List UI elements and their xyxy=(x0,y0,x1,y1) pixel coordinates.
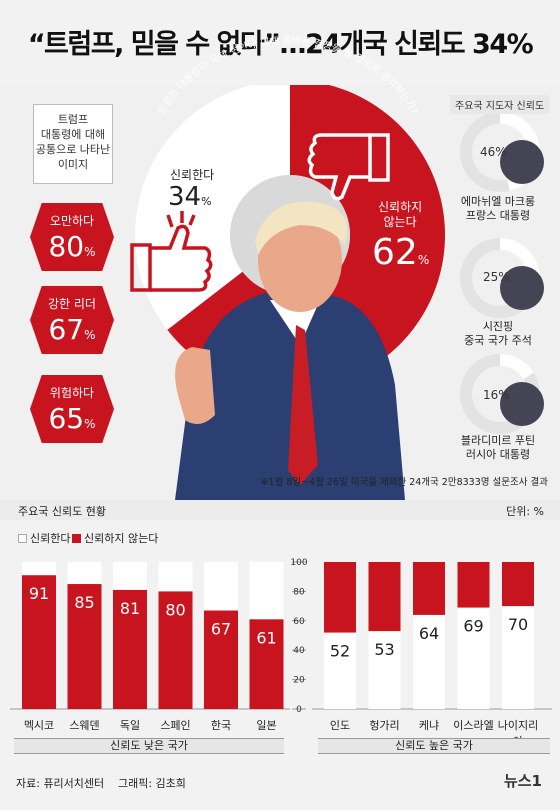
thumbs-up-icon xyxy=(130,211,213,292)
bar-distrust xyxy=(204,610,238,709)
trust-value: 34% xyxy=(168,182,212,212)
leader-label-macron: 에마뉘엘 마크롱 프랑스 대통령 xyxy=(460,195,536,222)
leader-label-xi: 시진핑 중국 국가 주석 xyxy=(464,320,532,347)
y-tick-label: 80 xyxy=(293,587,305,597)
category-label: 인도 xyxy=(329,719,351,732)
graphic-credit: 그래픽: 김초희 xyxy=(118,777,186,790)
leader-label-putin: 블라디미르 푸틴 러시아 대통령 xyxy=(460,434,536,461)
image-item-arrogant: 오만하다 80% xyxy=(30,203,114,271)
bar-distrust xyxy=(413,562,445,615)
leader-rings xyxy=(460,112,544,434)
bar-value-label: 70 xyxy=(508,615,528,634)
y-tick-label: 40 xyxy=(293,646,305,656)
bar-distrust xyxy=(67,584,102,709)
news1-logo: 뉴스1 xyxy=(503,772,542,790)
bar-value-label: 81 xyxy=(120,599,140,618)
distrust-value: 62% xyxy=(372,232,430,273)
bar-distrust xyxy=(249,619,284,709)
image-heading: 트럼프 대통령에 대해 공통으로 나타난 이미지 xyxy=(33,104,113,184)
bar-value-label: 53 xyxy=(374,640,394,659)
survey-note: ※1월 8일~4월 26일 미국을 제외한 24개국 2만8333명 설문조사 … xyxy=(260,477,548,488)
leader-photo-icon xyxy=(500,382,544,426)
bar-distrust xyxy=(457,562,490,608)
source-text: 자료: 퓨리서치센터 xyxy=(16,777,105,790)
page-title: “트럼프, 믿을 수 없다”…24개국 신뢰도 34% xyxy=(27,29,534,60)
image-item-strong-leader: 강한 리더 67% xyxy=(30,286,114,354)
unit-label: 단위: % xyxy=(506,505,544,518)
category-label: 멕시코 xyxy=(23,719,55,732)
bar-value-label: 61 xyxy=(256,628,276,647)
category-label: 헝가리 xyxy=(369,719,400,732)
y-tick-label: 20 xyxy=(293,676,305,686)
group-low-trust: 신뢰도 낮은 국가 xyxy=(14,738,284,754)
category-label: 독일 xyxy=(119,719,141,732)
bar-distrust xyxy=(158,591,193,709)
leader-photo-icon xyxy=(500,140,544,184)
bar-value-label: 80 xyxy=(165,600,185,619)
bar-value-label: 69 xyxy=(463,617,483,636)
leader-ring-value xyxy=(500,354,534,379)
y-tick-label: 0 xyxy=(296,705,302,715)
leader-value-putin: 16% xyxy=(483,388,510,402)
bar-distrust xyxy=(324,562,356,633)
bar-value-label: 52 xyxy=(330,642,350,661)
bar-chart: 0 20 40 60 80 100 91 85 81 80 67 61 52 53 64 69 70 xyxy=(10,558,552,715)
category-label: 스웨덴 xyxy=(69,719,100,732)
distrust-label: 신뢰하지 않는다 xyxy=(378,200,423,229)
bar-distrust xyxy=(113,589,147,709)
bottom-header xyxy=(0,500,560,520)
image-item-dangerous: 위험하다 65% xyxy=(30,375,114,443)
bar-value-label: 85 xyxy=(74,593,94,612)
leaders-title: 주요국 지도자 신뢰도 xyxy=(450,95,550,114)
bar-distrust xyxy=(368,562,401,632)
bar-value-label: 91 xyxy=(29,584,49,603)
leader-value-macron: 46% xyxy=(480,145,507,159)
bar-distrust xyxy=(502,562,534,607)
bottom-title: 주요국 신뢰도 현황 xyxy=(18,505,106,518)
bar-distrust xyxy=(22,575,56,709)
group-high-trust: 신뢰도 높은 국가 xyxy=(318,738,550,754)
person-figure xyxy=(175,201,405,500)
donut-slice-trust xyxy=(135,85,290,330)
y-tick-label: 100 xyxy=(290,558,307,568)
leader-photo-icon xyxy=(500,266,544,310)
thumbs-down-icon xyxy=(307,133,390,201)
category-label: 케냐 xyxy=(418,719,440,732)
trust-label: 신뢰한다 xyxy=(170,168,215,182)
bar-value-label: 64 xyxy=(419,624,439,643)
category-label: 스페인 xyxy=(160,719,191,732)
leader-value-xi: 25% xyxy=(483,270,510,284)
bar-value-label: 67 xyxy=(211,620,231,639)
category-label: 일본 xyxy=(256,719,277,732)
legend-distrust: 신뢰하지 않는다 xyxy=(72,530,158,546)
category-label: 한국 xyxy=(210,719,232,732)
y-tick-label: 60 xyxy=(293,617,305,627)
category-label: 이스라엘 xyxy=(453,719,494,732)
legend-trust: 신뢰한다 xyxy=(18,530,70,546)
